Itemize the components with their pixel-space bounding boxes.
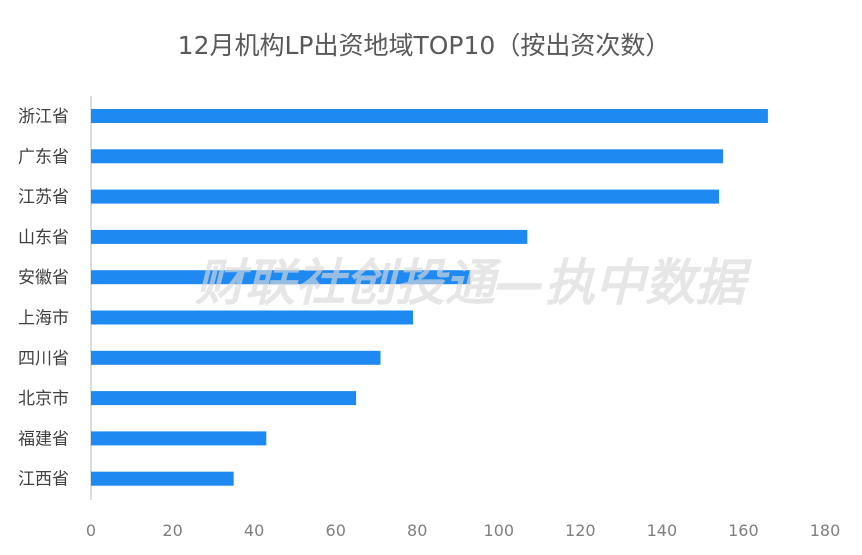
x-tick-label-1: 20: [162, 521, 182, 540]
category-label-1: 广东省: [18, 147, 69, 167]
category-label-7: 北京市: [18, 389, 69, 409]
x-tick-label-9: 180: [810, 521, 841, 540]
category-label-5: 上海市: [18, 309, 69, 329]
x-tick-label-8: 160: [728, 521, 759, 540]
category-label-8: 福建省: [18, 429, 69, 449]
bars-group: [91, 109, 768, 486]
bar-5: [91, 310, 414, 325]
x-tick-label-4: 80: [407, 521, 427, 540]
category-label-9: 江西省: [18, 470, 69, 490]
x-tick-label-0: 0: [86, 521, 96, 540]
category-label-6: 四川省: [18, 349, 69, 369]
category-label-2: 江苏省: [18, 188, 69, 208]
x-tick-labels: 0 20 40 60 80 100 120 140 160 180: [86, 521, 840, 540]
bar-1: [91, 149, 724, 164]
x-tick-label-6: 120: [565, 521, 596, 540]
category-label-4: 安徽省: [18, 268, 69, 288]
chart-title: 12月机构LP出资地域TOP10（按出资次数）: [178, 31, 671, 60]
bar-3: [91, 229, 528, 244]
bar-7: [91, 391, 357, 406]
x-tick-label-3: 60: [326, 521, 346, 540]
bar-0: [91, 109, 768, 123]
x-tick-label-2: 40: [244, 521, 264, 540]
category-label-0: 浙江省: [18, 107, 69, 127]
bar-6: [91, 350, 381, 365]
watermark-text: 财联社创投通—执中数据: [195, 254, 753, 312]
bar-2: [91, 189, 719, 204]
bar-9: [91, 471, 234, 486]
x-tick-label-7: 140: [647, 521, 678, 540]
bar-8: [91, 431, 267, 446]
x-tick-label-5: 100: [484, 521, 515, 540]
bar-4: [91, 270, 471, 285]
category-label-3: 山东省: [18, 228, 69, 248]
